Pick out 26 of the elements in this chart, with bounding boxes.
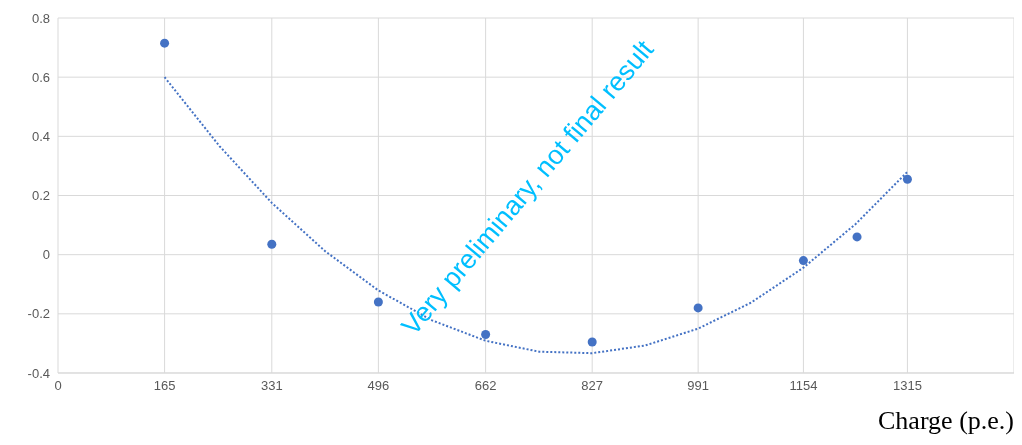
x-tick-label: 662 <box>474 378 497 394</box>
x-tick-label: 827 <box>581 378 604 394</box>
x-tick-label: 331 <box>260 378 283 394</box>
point <box>693 303 703 313</box>
point <box>587 337 597 347</box>
point <box>160 38 170 48</box>
point <box>902 174 912 184</box>
point <box>373 297 383 307</box>
point <box>481 330 491 340</box>
x-axis-title: Charge (p.e.) <box>878 406 1014 436</box>
y-tick-label: 0.6 <box>31 69 50 85</box>
x-tick-label: 1154 <box>789 378 818 394</box>
x-tick-label: 1315 <box>892 378 922 394</box>
x-tick-label: 165 <box>153 378 176 394</box>
point <box>852 232 862 242</box>
y-tick-label: 0.4 <box>31 128 50 144</box>
y-tick-label: 0 <box>42 247 50 263</box>
y-tick-label: -0.2 <box>27 306 50 322</box>
point <box>798 256 808 266</box>
y-tick-label: 0.8 <box>31 10 50 26</box>
y-tick-label: -0.4 <box>27 365 50 381</box>
point <box>267 239 277 249</box>
y-tick-label: 0.2 <box>31 188 50 204</box>
x-tick-label: 496 <box>367 378 390 394</box>
x-tick-label: 0 <box>54 378 62 394</box>
x-tick-label: 991 <box>687 378 709 394</box>
